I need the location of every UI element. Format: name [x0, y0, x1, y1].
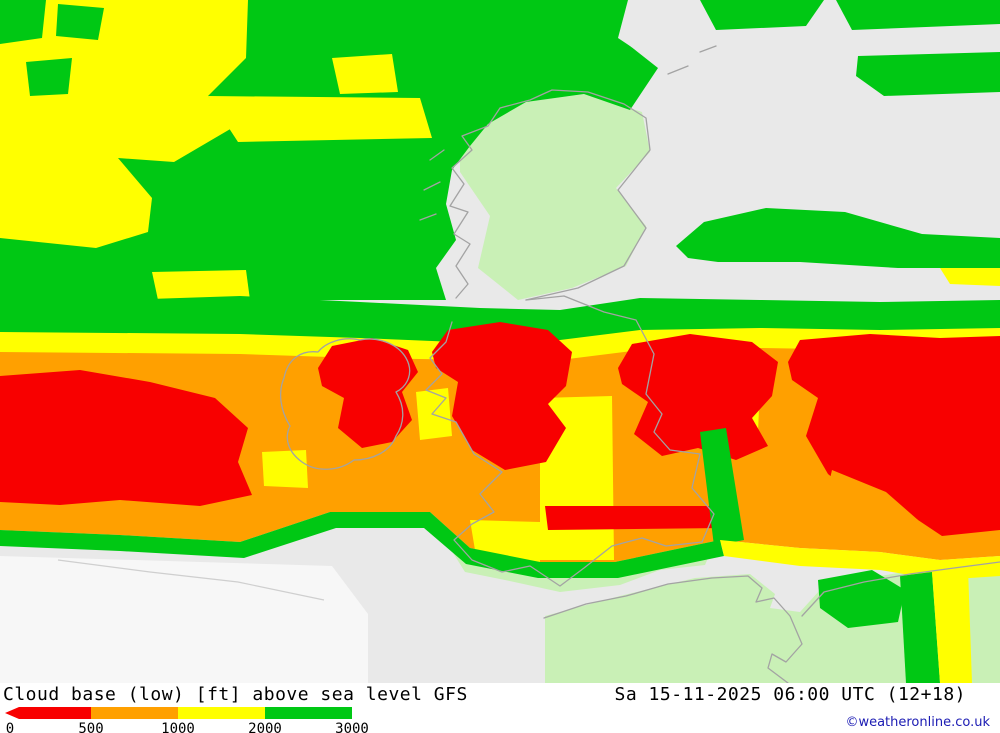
fill-red-wales-nw-england — [432, 322, 572, 470]
fill-green-strip — [0, 296, 1000, 345]
land-channel-island-2 — [720, 650, 728, 656]
fill-green-bottom-strip — [0, 512, 724, 578]
fill-yellow-left-patch — [152, 270, 250, 300]
fill-yellow-topleft-block — [0, 0, 248, 174]
fill-yellow-france-strip — [932, 568, 972, 683]
map-footer: Cloud base (low) [ft] above sea level GF… — [0, 683, 1000, 733]
coastline-england-wales — [425, 295, 715, 587]
fill-orange-intrusion-right — [826, 470, 918, 538]
weather-map — [0, 0, 1000, 684]
fill-red-continent-east — [788, 334, 1000, 536]
coastline-faint-boundary — [57, 559, 325, 601]
land-scotland — [460, 94, 650, 300]
fill-green-blob-1 — [0, 0, 46, 44]
map-datetime: Sa 15-11-2025 06:00 UTC (12+18) — [614, 684, 966, 705]
legend-segment-red — [19, 707, 91, 719]
fill-red-atlantic-west — [0, 370, 252, 506]
legend-tip — [5, 707, 19, 719]
fill-green-north-sea-band — [676, 208, 1000, 268]
coastline-hebrides — [419, 45, 717, 221]
cloud-base-map-canvas — [0, 0, 1000, 684]
map-title: Cloud base (low) [ft] above sea level GF… — [3, 684, 468, 705]
fill-yellow-patch-ireland — [262, 450, 308, 488]
fill-green-blob-2 — [56, 4, 104, 40]
legend-colorbar: 0 500 1000 2000 3000 — [5, 707, 369, 733]
fill-green-top-2 — [836, 0, 1000, 30]
fill-red-east-england — [618, 334, 778, 460]
fill-green-france-strip — [900, 572, 940, 683]
legend-tick-500: 500 — [78, 721, 103, 733]
fill-yellow-right-sliver — [940, 268, 1000, 286]
sea-top-centre-wedge — [618, 0, 700, 62]
sea-white-bottom-left — [0, 556, 368, 683]
legend-tick-2000: 2000 — [248, 721, 282, 733]
fill-green-blob-3 — [26, 58, 72, 96]
legend-tick-3000: 3000 — [335, 721, 369, 733]
legend-segment-green — [265, 707, 352, 719]
caption-row: Cloud base (low) [ft] above sea level GF… — [0, 683, 1000, 705]
fill-yellow-bottom-strip-right — [720, 540, 1000, 580]
fill-yellow-blob-topcentre — [332, 54, 398, 94]
legend-tick-1000: 1000 — [161, 721, 195, 733]
coastline-scotland — [449, 89, 651, 301]
legend-segment-orange — [91, 707, 178, 719]
fill-green-diagonal-separator — [700, 428, 744, 546]
fill-yellow-diagonal-strip — [208, 96, 432, 142]
fill-orange-coast-dashes — [618, 532, 665, 542]
fill-green-france-blob — [818, 570, 905, 628]
fill-green-top-1 — [700, 0, 824, 30]
coastline-ireland — [279, 338, 411, 470]
fill-red-ireland-north — [318, 338, 418, 448]
coastline-france-north — [543, 575, 803, 684]
fill-yellow-left-band — [0, 158, 152, 248]
fill-red-channel-strip — [545, 506, 724, 530]
legend: 0 500 1000 2000 3000 — [3, 705, 403, 733]
copyright-link[interactable]: ©weatheronline.co.uk — [845, 715, 990, 730]
coastline-france-east — [801, 561, 1000, 617]
legend-tick-0: 0 — [6, 721, 14, 733]
fill-green-top-3 — [856, 52, 1000, 96]
land-channel-island-1 — [704, 636, 713, 642]
legend-segment-yellow — [178, 707, 265, 719]
